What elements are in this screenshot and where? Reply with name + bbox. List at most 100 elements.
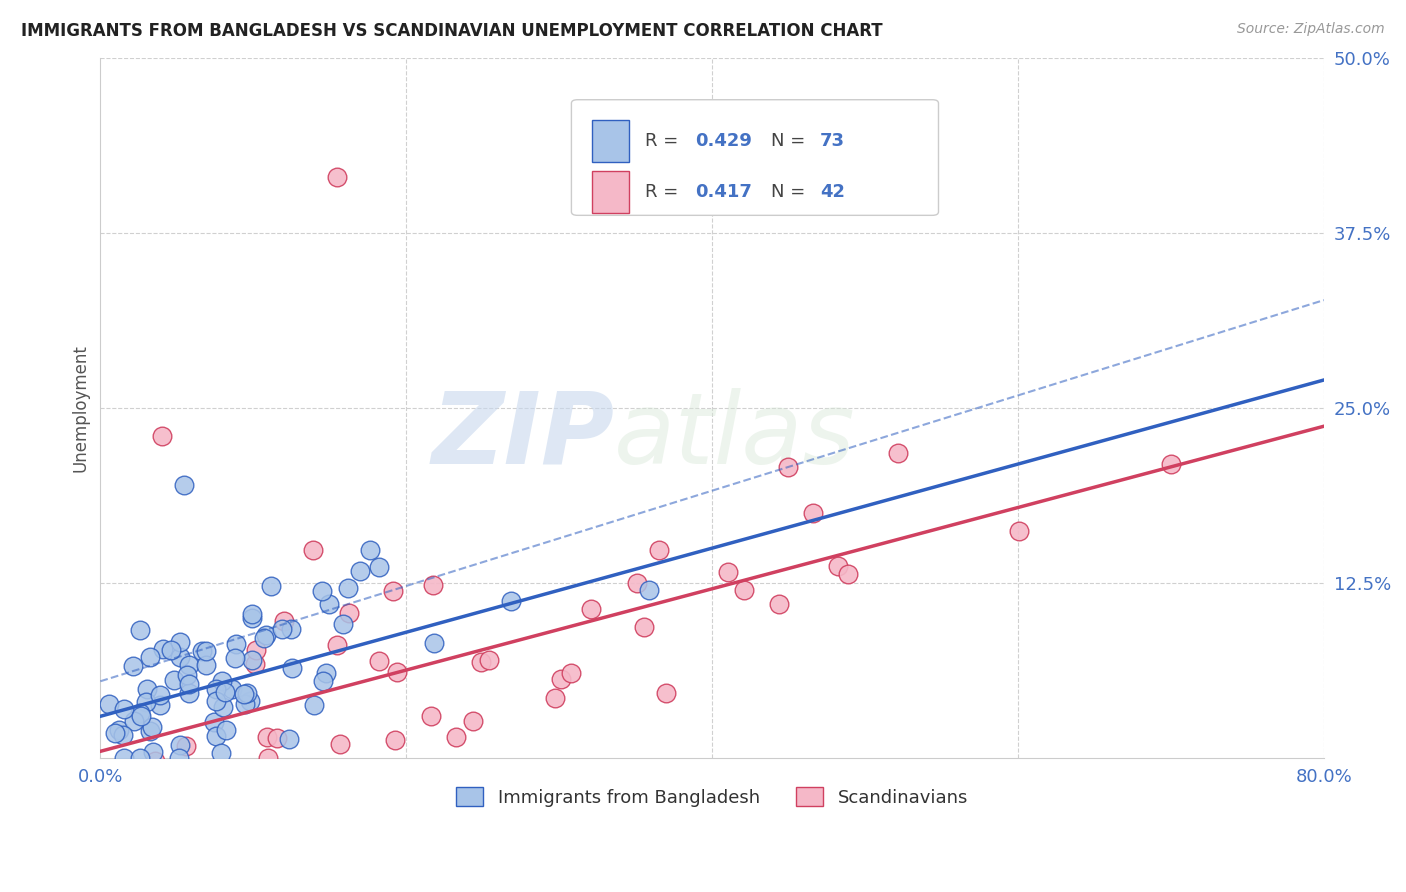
Point [243,657,266,672]
Text: Source: ZipAtlas.com: Source: ZipAtlas.com [1237,22,1385,37]
Point [266,731,288,745]
Point [837,566,859,581]
Point [112,702,135,716]
Point [141,720,163,734]
Text: R =: R = [645,132,683,150]
Point [149,698,172,712]
FancyBboxPatch shape [592,120,628,162]
Point [270,622,292,636]
Point [478,653,501,667]
Point [194,657,217,672]
Point [637,582,659,597]
FancyBboxPatch shape [571,100,938,215]
Text: IMMIGRANTS FROM BANGLADESH VS SCANDINAVIAN UNEMPLOYMENT CORRELATION CHART: IMMIGRANTS FROM BANGLADESH VS SCANDINAVI… [21,22,883,40]
Text: 42: 42 [820,183,845,202]
Point [152,641,174,656]
Point [209,747,232,761]
Point [179,685,201,699]
Point [98,697,121,711]
Point [205,729,228,743]
Point [225,637,247,651]
Point [1160,457,1182,471]
Point [581,602,603,616]
Point [253,631,276,645]
Point [463,714,485,729]
Point [422,578,444,592]
Point [129,751,152,765]
Point [385,665,408,680]
Point [150,429,173,443]
Point [233,698,256,712]
Point [169,635,191,649]
Text: N =: N = [770,132,811,150]
Point [129,706,152,721]
Point [169,738,191,752]
Point [648,543,671,558]
Point [107,723,129,738]
Point [318,597,340,611]
Point [301,543,323,558]
Point [212,699,235,714]
Point [240,607,263,621]
Point [128,766,150,780]
Point [177,677,200,691]
Point [221,682,243,697]
Point [136,681,159,696]
Point [245,642,267,657]
Text: 0.417: 0.417 [695,183,752,202]
Point [544,690,567,705]
Point [776,460,799,475]
FancyBboxPatch shape [592,171,628,213]
Point [256,751,278,765]
Point [801,506,824,520]
Point [446,730,468,744]
Text: N =: N = [770,183,811,202]
Point [214,684,236,698]
Point [240,611,263,625]
Point [163,673,186,688]
Point [191,644,214,658]
Point [236,770,259,784]
Point [145,754,167,768]
Point [205,681,228,696]
Point [128,624,150,638]
Text: 73: 73 [820,132,845,150]
Point [235,686,257,700]
Point [142,745,165,759]
Point [215,723,238,737]
Point [135,694,157,708]
Point [633,620,655,634]
Point [129,708,152,723]
Point [240,653,263,667]
Point [339,606,361,620]
Point [138,724,160,739]
Point [278,731,301,746]
Point [1008,524,1031,538]
Point [550,672,572,686]
Point [160,642,183,657]
Point [239,694,262,708]
Point [149,688,172,702]
Point [104,726,127,740]
Point [827,558,849,573]
Point [112,751,135,765]
Point [205,693,228,707]
Point [112,728,135,742]
Point [232,687,254,701]
Point [329,737,352,751]
Point [499,593,522,607]
Point [176,668,198,682]
Point [419,708,441,723]
Point [139,650,162,665]
Point [260,579,283,593]
Point [122,658,145,673]
Point [367,560,389,574]
Point [359,543,381,558]
Point [122,714,145,728]
Point [281,661,304,675]
Point [560,665,582,680]
Point [98,780,121,794]
Point [211,673,233,688]
Point [326,638,349,652]
Point [254,628,277,642]
